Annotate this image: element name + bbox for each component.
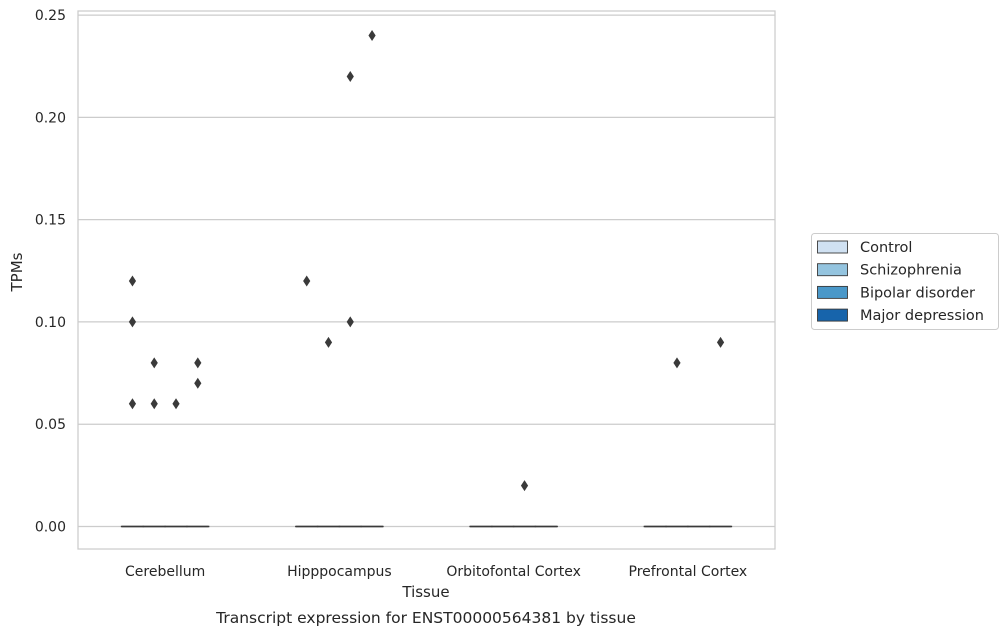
outlier-point [346, 70, 354, 82]
outlier-point [194, 377, 202, 389]
legend-swatch [817, 285, 848, 299]
legend-frame [811, 233, 999, 330]
legend-label: Major depression [860, 308, 984, 324]
outlier-point [128, 275, 137, 287]
outlier-point [172, 398, 180, 410]
outlier-point [194, 357, 202, 369]
x-tick-label: Hipppocampus [287, 564, 392, 580]
outlier-point [520, 480, 529, 492]
outlier-point [673, 357, 681, 369]
x-tick-labels: Cerebellum Hipppocampus Orbitofontal Corte… [125, 564, 747, 580]
outlier-layer [128, 30, 725, 492]
y-tick-label: 0.20 [35, 110, 66, 126]
legend-label: Bipolar disorder [860, 285, 975, 301]
legend-swatch [817, 263, 848, 277]
outlier-point [368, 30, 376, 42]
x-tick-label: Cerebellum [125, 564, 205, 580]
outlier-point [150, 357, 158, 369]
outlier-point [716, 336, 725, 348]
x-axis-title: Tissue [401, 583, 449, 601]
legend-swatch [817, 240, 848, 254]
y-tick-label: 0.15 [35, 213, 66, 229]
outlier-point [303, 275, 311, 287]
y-tick-label: 0.25 [35, 8, 66, 24]
plot-frame [77, 10, 776, 550]
y-tick-label: 0.05 [35, 417, 66, 433]
legend-swatch [817, 308, 848, 322]
y-tick-labels: 0.00 0.05 0.10 0.15 0.20 0.25 [35, 8, 66, 535]
gridlines [78, 14, 775, 528]
outlier-point [324, 336, 333, 348]
legend: Control Schizophrenia Bipolar disorder Majo… [811, 233, 999, 330]
outlier-point [128, 398, 137, 410]
legend-label: Schizophrenia [860, 263, 962, 279]
x-tick-label: Orbitofontal Cortex [446, 564, 581, 580]
y-tick-label: 0.10 [35, 315, 66, 331]
outlier-point [128, 316, 137, 328]
x-tick-label: Prefrontal Cortex [629, 564, 748, 580]
outlier-point [150, 398, 158, 410]
y-axis-title: TPMs [8, 252, 26, 292]
outlier-point [346, 316, 354, 328]
chart-caption: Transcript expression for ENST0000056438… [215, 609, 636, 627]
legend-label: Control [860, 240, 912, 256]
y-tick-label: 0.00 [35, 519, 66, 535]
